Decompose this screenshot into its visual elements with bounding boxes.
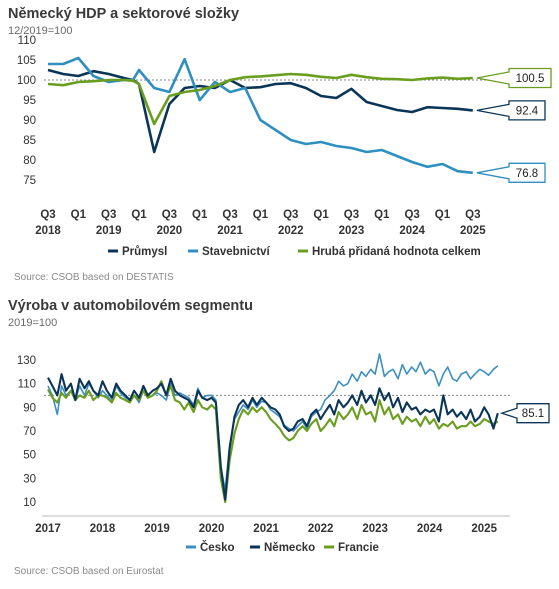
end-value-callout bbox=[476, 162, 546, 183]
series-line-francie bbox=[47, 380, 499, 504]
end-value-label: 92.4 bbox=[516, 105, 539, 117]
x-tick-label: Q3 bbox=[404, 209, 419, 221]
series-line-nemecko bbox=[47, 373, 499, 501]
y-tick-label: 90 bbox=[23, 115, 36, 127]
x-tick-label: Q1 bbox=[374, 209, 390, 221]
x-year-label: 2019 bbox=[96, 225, 122, 237]
chart1-subtitle: 12/2019=100 bbox=[8, 25, 73, 37]
x-tick-label: 2022 bbox=[308, 523, 334, 535]
x-tick-label: Q3 bbox=[465, 209, 480, 221]
x-tick-label: 2019 bbox=[144, 523, 170, 535]
x-tick-label: 2020 bbox=[199, 523, 225, 535]
x-tick-label: Q1 bbox=[131, 209, 147, 221]
x-tick-label: 2024 bbox=[417, 523, 443, 535]
end-value-callout bbox=[499, 403, 550, 424]
chart2-subtitle: 2019=100 bbox=[8, 317, 58, 329]
x-tick-label: Q3 bbox=[283, 209, 298, 221]
chart2-source: Source: CSOB based on Eurostat bbox=[14, 566, 164, 577]
x-year-label: 2025 bbox=[460, 225, 486, 237]
x-year-label: 2023 bbox=[339, 225, 365, 237]
x-tick-label: Q3 bbox=[162, 209, 177, 221]
x-year-label: 2020 bbox=[157, 225, 183, 237]
y-tick-label: 130 bbox=[17, 355, 36, 367]
x-tick-label: Q1 bbox=[253, 209, 269, 221]
x-tick-label: 2017 bbox=[35, 523, 61, 535]
x-year-label: 2021 bbox=[217, 225, 243, 237]
y-tick-label: 50 bbox=[23, 450, 36, 462]
end-value-callout bbox=[476, 67, 552, 89]
gdp-chart: 75 80 85 90 95 100 105 110 Q3 2018 Q1 Q3 2019 Q1 Q3 202… bbox=[17, 35, 552, 258]
y-tick-label: 110 bbox=[18, 379, 36, 391]
chart1-source: Source: CSOB based on DESTATIS bbox=[14, 272, 174, 283]
chart2-title: Výroba v automobilovém segmentu bbox=[8, 298, 253, 314]
end-value-label: 85.1 bbox=[522, 408, 544, 420]
y-tick-label: 75 bbox=[23, 175, 36, 187]
x-tick-label: Q3 bbox=[101, 209, 116, 221]
legend-item-prumysl: Průmysl bbox=[122, 246, 167, 258]
end-value-callout bbox=[476, 100, 546, 121]
chart1-title: Německý HDP a sektorové složky bbox=[8, 6, 240, 22]
x-tick-label: 2021 bbox=[253, 523, 279, 535]
x-tick-label: Q1 bbox=[71, 209, 87, 221]
y-tick-label: 70 bbox=[23, 426, 36, 438]
legend-item-hruba-pridana-hodnota-celkem: Hrubá přidaná hodnota celkem bbox=[312, 246, 481, 258]
x-year-label: 2024 bbox=[399, 225, 425, 237]
y-tick-label: 85 bbox=[23, 135, 36, 147]
series-line-prumysl bbox=[47, 68, 473, 154]
legend-item-stavebnictvi: Stavebnictví bbox=[202, 246, 271, 258]
end-value-label: 100.5 bbox=[516, 73, 545, 85]
x-tick-label: Q1 bbox=[192, 209, 208, 221]
y-tick-label: 95 bbox=[23, 95, 36, 107]
x-tick-label: 2023 bbox=[362, 523, 388, 535]
x-tick-label: 2018 bbox=[90, 523, 116, 535]
end-value-label: 76.8 bbox=[516, 168, 538, 180]
x-tick-label: Q1 bbox=[313, 209, 329, 221]
y-tick-label: 105 bbox=[17, 55, 36, 67]
legend-item-francie: Francie bbox=[338, 542, 379, 554]
y-tick-label: 100 bbox=[17, 75, 36, 87]
y-tick-label: 30 bbox=[23, 473, 36, 485]
x-tick-label: Q3 bbox=[222, 209, 237, 221]
y-tick-label: 80 bbox=[23, 155, 36, 167]
legend-item-nemecko: Německo bbox=[264, 542, 315, 554]
x-year-label: 2018 bbox=[35, 225, 61, 237]
x-tick-label: Q3 bbox=[344, 209, 359, 221]
x-year-label: 2022 bbox=[278, 225, 304, 237]
series-line-cesko bbox=[47, 353, 499, 491]
y-tick-label: 110 bbox=[18, 35, 36, 47]
x-tick-label: Q1 bbox=[435, 209, 451, 221]
legend-item-cesko: Česko bbox=[200, 541, 235, 554]
y-tick-label: 90 bbox=[23, 402, 36, 414]
series-line-hruba-pridana-hodnota-celkem bbox=[47, 72, 473, 126]
y-tick-label: 10 bbox=[23, 497, 36, 509]
x-tick-label: 2025 bbox=[471, 523, 497, 535]
x-tick-label: Q3 bbox=[40, 209, 55, 221]
